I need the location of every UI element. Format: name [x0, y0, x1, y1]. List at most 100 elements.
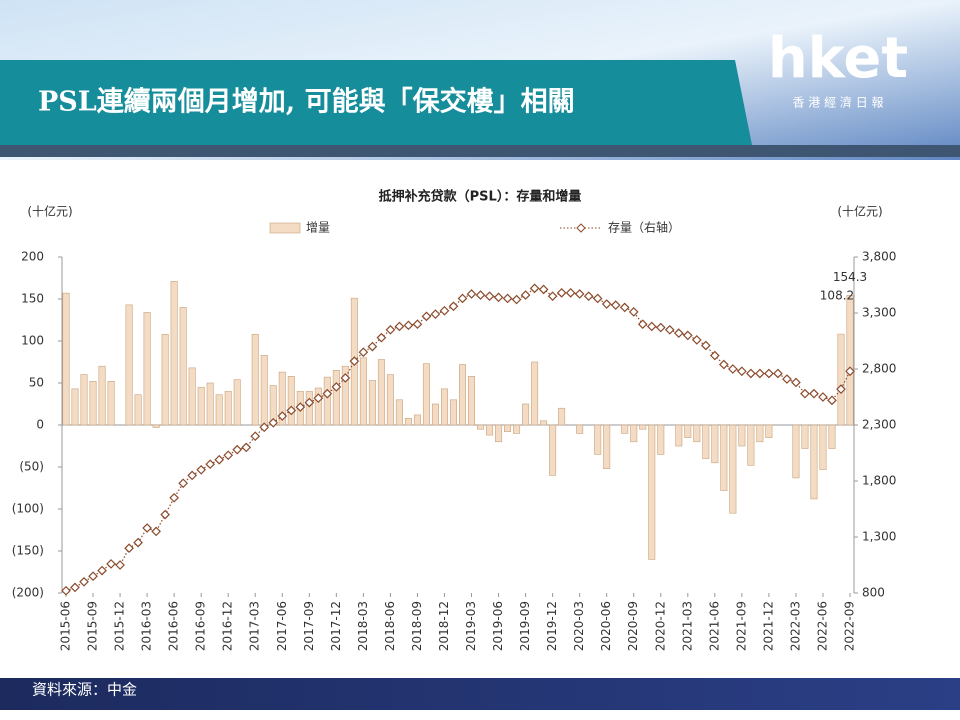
line-marker — [394, 321, 405, 332]
x-tick-label: 2021-09 — [734, 601, 748, 651]
logo-subtitle: 香 港 經 濟 日 報 — [792, 95, 883, 110]
line-marker — [728, 364, 738, 374]
x-tick-label: 2022-09 — [843, 601, 857, 651]
line-marker — [538, 284, 549, 295]
bar — [837, 333, 845, 426]
bar — [98, 365, 106, 426]
line-marker — [205, 459, 216, 470]
bar — [332, 370, 340, 426]
line-marker — [385, 324, 396, 335]
y2-tick-label: 1,800 — [862, 474, 896, 488]
line-marker — [565, 287, 576, 298]
bar — [89, 381, 97, 426]
y2-tick-label: 1,300 — [862, 530, 896, 544]
line-marker — [403, 320, 414, 331]
bar — [720, 424, 728, 491]
bar — [846, 295, 854, 426]
bar — [323, 376, 331, 426]
x-tick-label: 2022-03 — [788, 601, 802, 651]
legend-label: 存量（右轴） — [608, 220, 680, 235]
bar — [278, 371, 286, 426]
bar — [224, 391, 232, 426]
bar — [359, 357, 367, 426]
bar — [170, 281, 178, 426]
line-marker — [169, 492, 179, 503]
y2-unit: (十亿元) — [837, 204, 882, 219]
bar — [504, 424, 512, 433]
bar — [215, 394, 223, 426]
bar — [603, 424, 611, 469]
bar — [404, 417, 412, 426]
line-marker — [421, 311, 432, 322]
y-tick-label: (200) — [12, 586, 44, 600]
bar — [639, 424, 647, 430]
line-marker — [547, 291, 558, 302]
line-marker — [502, 293, 513, 304]
line-marker — [70, 582, 80, 593]
bar — [197, 386, 205, 426]
x-tick-label: 2018-06 — [383, 601, 397, 651]
line-marker — [746, 368, 756, 379]
line-marker — [583, 291, 594, 302]
x-tick-label: 2021-12 — [761, 601, 775, 651]
data-label: 108.2 — [820, 289, 854, 303]
line-marker — [610, 300, 621, 311]
bar — [377, 359, 385, 426]
y-tick-label: (150) — [12, 544, 44, 558]
bar — [828, 424, 836, 449]
line-marker — [115, 560, 125, 570]
x-tick-label: 2016-12 — [221, 601, 235, 651]
line-marker — [809, 388, 819, 399]
bar — [630, 424, 638, 443]
bar — [711, 424, 719, 464]
line-marker — [511, 294, 522, 305]
bar — [684, 424, 692, 438]
header-title: PSL連續兩個月增加, 可能與「保交樓」相關 — [38, 86, 575, 118]
y-tick-label: 150 — [21, 292, 44, 306]
bar — [143, 312, 151, 426]
line-marker — [241, 442, 252, 453]
line-marker — [178, 478, 188, 489]
bar — [792, 424, 800, 479]
y2-tick-label: 2,300 — [862, 418, 896, 432]
bar — [134, 394, 142, 426]
x-tick-label: 2016-03 — [140, 601, 154, 651]
bar — [513, 424, 521, 434]
bar — [287, 375, 295, 426]
line-marker — [493, 292, 504, 303]
y2-tick-label: 3,300 — [862, 306, 896, 320]
line-marker — [79, 576, 89, 587]
line-marker — [601, 299, 612, 309]
bar — [251, 333, 259, 426]
line-marker — [475, 290, 486, 300]
line-marker — [619, 302, 630, 313]
line-marker — [718, 359, 729, 370]
bar — [576, 424, 584, 434]
y-tick-label: 200 — [21, 250, 44, 264]
line-marker — [97, 565, 107, 576]
line-marker — [160, 509, 170, 520]
x-tick-label: 2017-06 — [275, 601, 289, 651]
bar — [702, 424, 710, 459]
line-marker — [800, 388, 810, 399]
x-tick-label: 2015-06 — [59, 601, 73, 651]
bar — [179, 307, 187, 426]
line-marker — [259, 422, 270, 433]
x-tick-label: 2020-03 — [572, 601, 586, 651]
bar — [107, 381, 115, 426]
line — [65, 287, 851, 592]
bar — [125, 304, 133, 426]
line-marker — [673, 328, 684, 339]
x-tick-label: 2019-09 — [518, 601, 532, 651]
line-marker — [277, 411, 288, 421]
line-marker — [286, 405, 297, 416]
x-tick-label: 2017-09 — [302, 601, 316, 651]
line-marker — [124, 543, 134, 554]
bar — [801, 424, 809, 449]
banner-rule — [0, 145, 960, 157]
bar — [431, 403, 439, 426]
bar — [233, 379, 241, 426]
bar — [486, 424, 494, 436]
bar — [449, 399, 457, 426]
